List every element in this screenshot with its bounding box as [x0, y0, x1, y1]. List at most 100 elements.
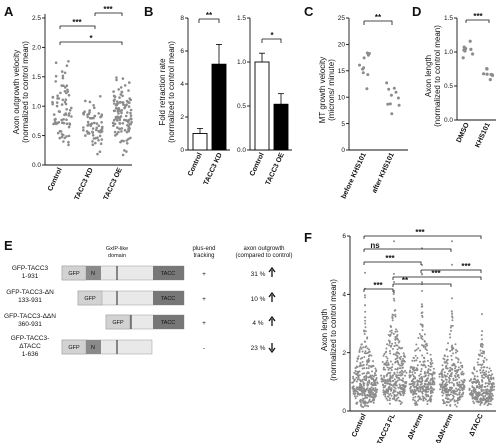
- data-point: [422, 346, 425, 348]
- data-point: [389, 374, 392, 377]
- data-point: [65, 122, 69, 125]
- data-point: [95, 126, 98, 130]
- data-point: [63, 86, 67, 89]
- xtick-d-1: KHS101: [474, 122, 492, 149]
- data-point: [365, 375, 368, 378]
- data-point: [129, 136, 132, 140]
- data-point: [485, 370, 488, 373]
- data-point: [427, 388, 430, 391]
- data-point: [128, 122, 132, 126]
- data-point: [479, 363, 481, 366]
- data-point: [444, 397, 447, 400]
- panel-e: E GxIP-like domain plus-end tracking axo…: [4, 238, 293, 358]
- data-point: [438, 373, 441, 376]
- data-point: [483, 350, 486, 353]
- data-point: [358, 374, 361, 377]
- bars-b-left: [192, 44, 227, 151]
- data-point: [441, 394, 444, 397]
- data-point: [402, 355, 405, 358]
- data-point: [390, 112, 394, 116]
- data-point: [458, 383, 461, 386]
- data-point: [419, 349, 422, 352]
- data-point: [395, 397, 398, 400]
- data-point: [415, 343, 418, 346]
- data-point: [364, 316, 367, 319]
- data-point: [411, 371, 414, 374]
- data-point: [400, 372, 403, 375]
- data-point: [408, 374, 411, 377]
- data-point: [456, 384, 459, 387]
- data-point: [128, 81, 131, 84]
- data-point: [423, 372, 426, 375]
- data-point: [456, 357, 459, 360]
- data-point: [100, 127, 104, 131]
- xtick-f-2: ΔN-term: [407, 413, 425, 441]
- data-point: [408, 371, 411, 374]
- data-point: [351, 381, 354, 384]
- data-point: [423, 333, 426, 336]
- gfp-domain-3: [105, 314, 131, 330]
- data-point: [403, 388, 406, 391]
- data-point: [396, 333, 399, 336]
- data-point: [353, 393, 356, 396]
- data-point: [118, 118, 122, 121]
- data-point: [387, 339, 390, 342]
- data-point: [86, 113, 89, 116]
- data-point: [91, 130, 94, 134]
- data-point: [420, 363, 423, 366]
- data-point: [95, 128, 98, 132]
- data-point: [387, 395, 390, 398]
- data-point: [382, 391, 385, 394]
- data-point: [403, 385, 406, 388]
- data-point: [461, 364, 464, 367]
- data-point: [444, 402, 446, 404]
- data-point: [365, 367, 368, 370]
- data-point: [418, 390, 420, 393]
- data-point: [364, 304, 366, 307]
- data-point: [472, 392, 475, 395]
- data-point: [97, 124, 101, 128]
- data-point: [52, 113, 56, 116]
- data-point: [118, 96, 121, 99]
- data-point: [112, 124, 115, 127]
- data-point: [386, 392, 389, 395]
- data-point: [368, 400, 370, 403]
- data-point: [120, 111, 123, 115]
- data-point: [118, 127, 121, 131]
- data-point: [428, 372, 430, 375]
- data-point: [474, 390, 477, 393]
- data-point: [59, 91, 62, 95]
- data-point: [54, 80, 57, 83]
- data-point: [363, 356, 366, 358]
- data-point: [397, 396, 400, 399]
- data-point: [386, 363, 389, 366]
- construct-name-3a: GFP-TACC3-ΔΔN: [4, 313, 56, 320]
- data-point: [438, 375, 441, 378]
- data-point: [387, 390, 390, 393]
- data-point: [414, 395, 417, 398]
- data-point: [388, 399, 391, 402]
- data-point: [446, 397, 449, 400]
- data-point: [390, 394, 393, 397]
- data-point: [385, 355, 388, 358]
- ylabel-f-line2: (normalized to control mean): [329, 279, 338, 381]
- data-point: [430, 394, 433, 397]
- data-point: [409, 387, 412, 390]
- data-point: [364, 271, 366, 274]
- data-point: [372, 387, 375, 390]
- data-point: [412, 398, 415, 401]
- data-point: [483, 385, 486, 388]
- data-point: [440, 370, 443, 373]
- data-point: [360, 385, 363, 388]
- data-point: [396, 337, 399, 340]
- data-point: [364, 294, 366, 297]
- yticks-f: 0 2 4 6: [342, 233, 350, 415]
- data-point: [480, 345, 482, 348]
- data-point: [400, 360, 403, 363]
- data-point: [429, 353, 432, 356]
- data-point: [459, 361, 462, 364]
- data-point: [418, 374, 421, 377]
- data-point: [453, 384, 455, 387]
- data-point: [451, 297, 453, 300]
- data-point: [448, 333, 451, 336]
